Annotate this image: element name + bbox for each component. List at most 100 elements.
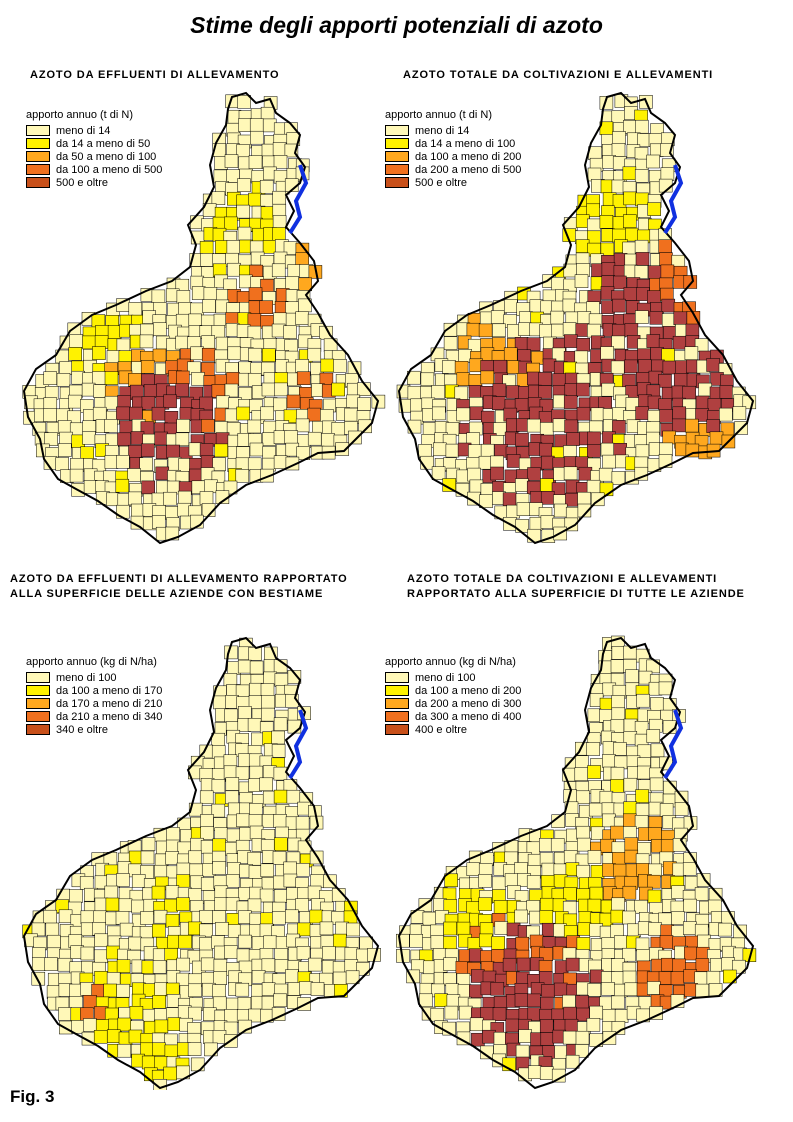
municipality-area (612, 420, 626, 434)
municipality-area (493, 900, 508, 914)
municipality-area (611, 646, 626, 660)
municipality-area (320, 409, 334, 423)
municipality-area (635, 803, 650, 817)
municipality-area (445, 422, 460, 436)
municipality-area (141, 837, 156, 851)
municipality-area (622, 910, 636, 925)
municipality-area (635, 252, 650, 266)
municipality-area (478, 897, 492, 911)
legend-item: 500 e oltre (385, 176, 521, 189)
municipality-area (214, 897, 228, 911)
municipality-area (298, 277, 312, 292)
municipality-area (552, 418, 567, 433)
legend-item: da 100 a meno di 170 (26, 684, 162, 697)
municipality-area (625, 669, 639, 683)
municipality-area (623, 214, 637, 228)
municipality-area (260, 683, 275, 697)
municipality-area (272, 190, 286, 205)
municipality-area (249, 765, 264, 780)
legend-item: da 100 a meno di 200 (385, 150, 521, 163)
municipality-area (80, 922, 95, 937)
municipality-area (634, 169, 649, 183)
municipality-area (514, 909, 528, 924)
municipality-area (622, 947, 636, 962)
municipality-area (248, 287, 263, 301)
municipality-area (81, 382, 96, 397)
municipality-area (152, 948, 167, 963)
municipality-area (43, 371, 57, 385)
municipality-area (247, 851, 262, 866)
municipality-area (422, 911, 437, 926)
municipality-area (672, 406, 686, 421)
legend-swatch (26, 711, 50, 722)
panel-title: AZOTO TOTALE DA COLTIVAZIONI E ALLEVAMEN… (407, 572, 745, 602)
municipality-area (211, 745, 226, 759)
municipality-area (492, 323, 506, 338)
municipality-area (307, 407, 321, 422)
municipality-area (212, 910, 226, 924)
municipality-area (212, 838, 226, 853)
municipality-area (600, 346, 614, 360)
municipality-area (200, 877, 215, 891)
municipality-area (708, 899, 722, 914)
municipality-area (635, 444, 650, 459)
municipality-area (43, 408, 57, 422)
municipality-area (273, 397, 287, 412)
municipality-area (673, 311, 688, 326)
municipality-area (127, 468, 141, 482)
municipality-area (647, 889, 662, 904)
municipality-area (285, 909, 299, 924)
municipality-area (539, 1019, 554, 1033)
municipality-area (515, 936, 530, 951)
municipality-area (199, 923, 213, 938)
legend-swatch (26, 672, 50, 683)
municipality-area (116, 983, 130, 998)
municipality-area (58, 909, 73, 924)
municipality-area (213, 695, 227, 710)
legend-label: da 200 a meno di 500 (415, 163, 522, 176)
municipality-area (213, 971, 227, 985)
municipality-area (247, 419, 262, 434)
municipality-area (226, 997, 240, 1012)
municipality-area (271, 730, 285, 745)
municipality-area (262, 348, 276, 362)
municipality-area (212, 984, 226, 998)
legend-swatch (26, 138, 50, 149)
municipality-area (199, 396, 213, 411)
municipality-area (515, 1044, 530, 1059)
municipality-area (167, 1017, 182, 1031)
municipality-area (610, 659, 625, 673)
municipality-area (202, 299, 216, 313)
municipality-area (176, 957, 190, 972)
municipality-area (152, 995, 166, 1009)
municipality-area (128, 373, 142, 387)
municipality-area (175, 335, 189, 350)
municipality-area (249, 442, 264, 457)
municipality-area (215, 336, 230, 351)
municipality-area (248, 192, 262, 207)
municipality-area (260, 406, 274, 421)
legend-label: 500 e oltre (56, 176, 108, 189)
municipality-area (637, 842, 651, 856)
map-panel-effluenti-per-ettaro: AZOTO DA EFFLUENTI DI ALLEVAMENTO RAPPOR… (0, 570, 396, 1110)
municipality-area (176, 370, 190, 385)
legend-item: 340 e oltre (26, 723, 162, 736)
municipality-area (563, 1006, 577, 1021)
municipality-area (128, 302, 143, 316)
municipality-area (212, 457, 226, 471)
municipality-area (551, 276, 565, 291)
municipality-area (587, 850, 602, 864)
municipality-area (709, 431, 724, 446)
municipality-area (623, 801, 637, 815)
municipality-area (661, 313, 676, 327)
municipality-area (344, 947, 359, 961)
municipality-area (612, 298, 626, 313)
municipality-area (539, 1066, 554, 1080)
panel-title-line: AZOTO TOTALE DA COLTIVAZIONI E ALLEVAMEN… (403, 69, 714, 81)
municipality-area (200, 957, 215, 972)
municipality-area (468, 444, 482, 458)
municipality-area (273, 455, 288, 469)
municipality-area (178, 302, 192, 316)
municipality-area (191, 286, 206, 300)
municipality-area (332, 971, 347, 986)
